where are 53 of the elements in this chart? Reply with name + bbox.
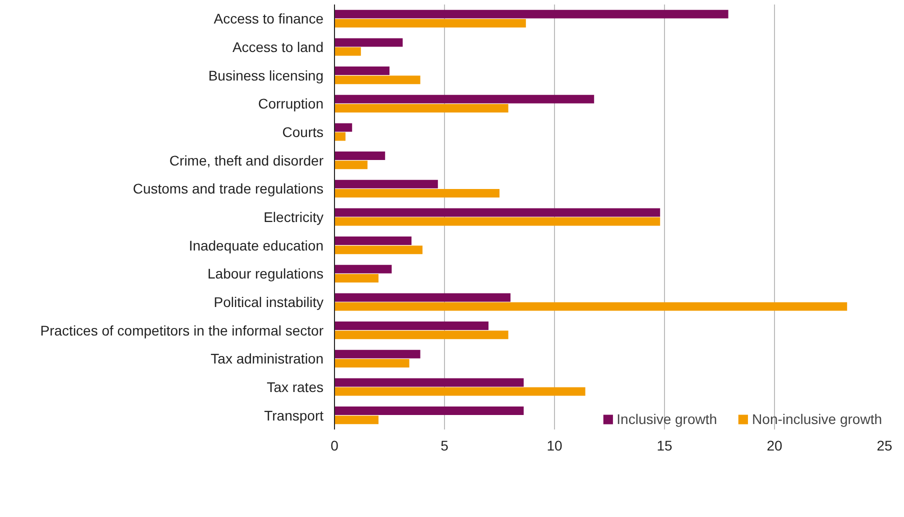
- y-tick-label: Tax rates: [266, 379, 324, 395]
- x-tick-label: 0: [330, 438, 339, 454]
- bar: [334, 132, 346, 141]
- bar: [334, 387, 586, 396]
- bar: [334, 18, 526, 28]
- bar: [334, 10, 728, 18]
- bar: [334, 378, 524, 387]
- bar: [334, 358, 410, 368]
- y-tick-label: Access to finance: [214, 10, 324, 27]
- y-tick-label: Political instability: [214, 294, 324, 310]
- bar: [334, 94, 594, 104]
- bar: [334, 180, 438, 188]
- y-tick-label: Transport: [264, 407, 324, 424]
- bar: [334, 406, 524, 416]
- bar: [334, 246, 422, 254]
- y-tick-label: Tax administration: [210, 350, 324, 367]
- legend-label: Non-inclusive growth: [752, 411, 882, 427]
- y-tick-label: Business licensing: [208, 67, 324, 84]
- bar: [334, 236, 412, 246]
- bar: [334, 217, 660, 226]
- bar: [334, 104, 508, 112]
- y-tick-label: Corruption: [258, 96, 324, 112]
- bar: [334, 188, 500, 198]
- bar: [334, 152, 386, 160]
- bar: [334, 264, 392, 274]
- x-tick-label: 15: [656, 438, 672, 454]
- bar: [334, 123, 352, 132]
- x-tick-label: 5: [440, 438, 449, 454]
- bar: [334, 76, 420, 84]
- y-tick-label: Courts: [282, 124, 324, 140]
- bar: [334, 416, 378, 424]
- bar: [334, 293, 510, 302]
- bar: [334, 302, 848, 311]
- y-tick-label: Practices of competitors in the informal sector: [40, 322, 324, 338]
- bar: [334, 208, 660, 217]
- x-tick-label: 25: [876, 438, 892, 454]
- x-tick-label: 20: [766, 438, 782, 454]
- y-tick-label: Customs and trade regulations: [132, 180, 324, 197]
- bar: [334, 350, 420, 358]
- bar: [334, 330, 508, 340]
- y-tick-label: Labour regulations: [208, 266, 324, 282]
- bar: [334, 66, 390, 76]
- y-tick-label: Electricity: [264, 209, 324, 225]
- legend-label: Inclusive growth: [616, 411, 718, 427]
- bar: [334, 38, 403, 47]
- x-tick-label: 10: [546, 438, 562, 454]
- y-tick-label: Access to land: [232, 39, 324, 55]
- y-tick-label: Inadequate education: [188, 237, 324, 254]
- y-tick-label: Crime, theft and disorder: [169, 152, 324, 168]
- bar: [334, 47, 361, 56]
- bar: [334, 274, 378, 282]
- bar: [334, 160, 368, 170]
- bar: [334, 322, 488, 330]
